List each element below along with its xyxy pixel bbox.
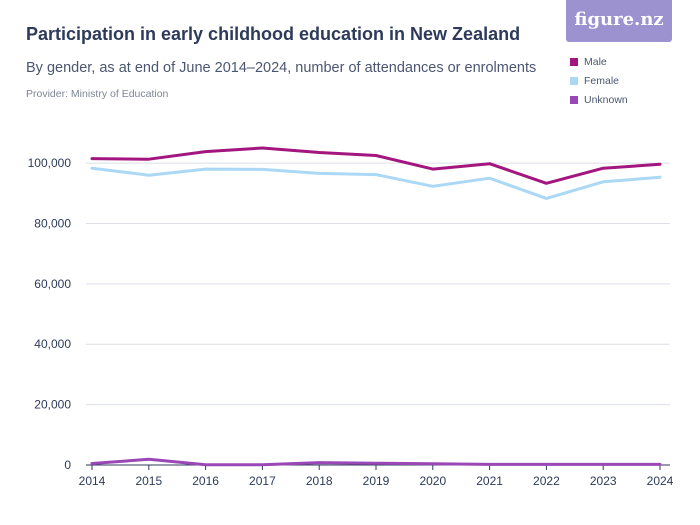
legend-label-female: Female [584, 74, 620, 87]
legend-item-unknown: Unknown [570, 90, 628, 109]
chart-title: Participation in early childhood educati… [26, 24, 521, 44]
legend-swatch-unknown [570, 95, 578, 104]
x-tick-label-2018: 2018 [306, 474, 333, 488]
y-tick-label-80000: 80,000 [34, 216, 71, 230]
x-tick-label-2020: 2020 [419, 474, 446, 488]
x-tick-label-2023: 2023 [590, 474, 617, 488]
y-tick-label-0: 0 [64, 458, 71, 472]
series-line-male [90, 146, 662, 185]
legend-label-male: Male [584, 55, 607, 68]
x-tick-label-2022: 2022 [533, 474, 560, 488]
figure-nz-logo[interactable]: figure.nz [566, 0, 672, 42]
y-tick-label-40000: 40,000 [34, 337, 71, 351]
series-line-female [90, 166, 662, 200]
x-tick-label-2014: 2014 [79, 474, 106, 488]
y-tick-label-60000: 60,000 [34, 277, 71, 291]
chart-legend: Male Female Unknown [570, 52, 628, 109]
x-tick-label-2024: 2024 [647, 474, 674, 488]
x-tick-label-2017: 2017 [249, 474, 276, 488]
chart-subtitle: By gender, as at end of June 2014–2024, … [26, 60, 537, 76]
x-tick-label-2021: 2021 [476, 474, 503, 488]
data-provider: Provider: Ministry of Education [26, 88, 169, 100]
legend-label-unknown: Unknown [584, 93, 628, 106]
x-tick-label-2019: 2019 [363, 474, 390, 488]
legend-item-female: Female [570, 71, 628, 90]
legend-item-male: Male [570, 52, 628, 71]
legend-swatch-male [570, 57, 578, 66]
legend-swatch-female [570, 76, 578, 85]
y-tick-label-20000: 20,000 [34, 398, 71, 412]
series-line-unknown [90, 457, 662, 467]
x-tick-label-2015: 2015 [135, 474, 162, 488]
x-tick-label-2016: 2016 [192, 474, 219, 488]
y-tick-label-100000: 100,000 [28, 156, 72, 170]
